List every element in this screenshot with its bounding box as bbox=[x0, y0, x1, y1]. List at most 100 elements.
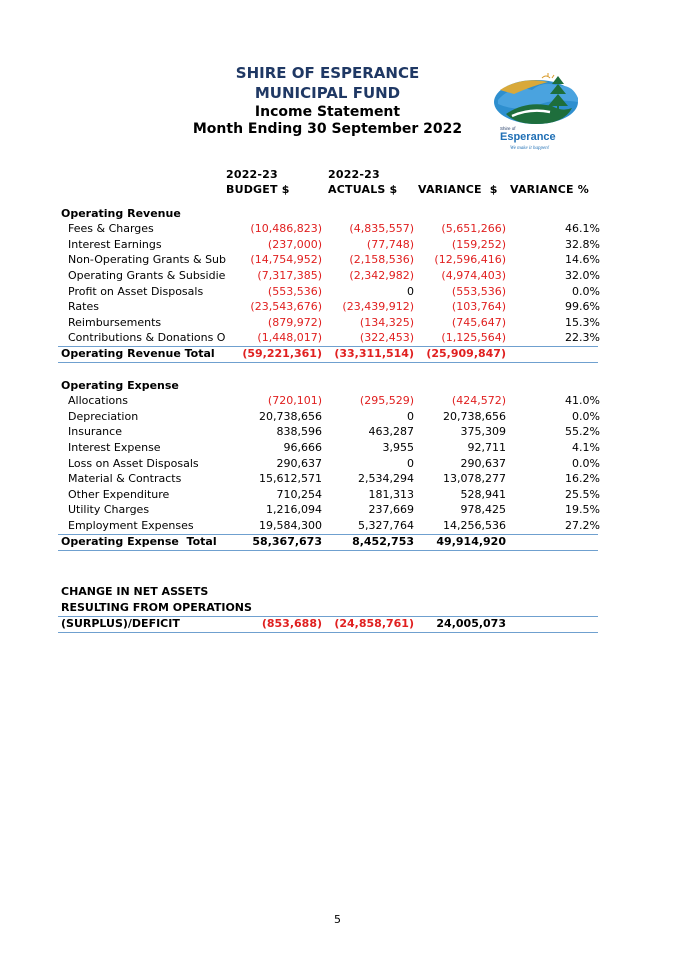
table-row: Interest Earnings (237,000) (77,748) (15… bbox=[60, 238, 600, 253]
revenue-total-row: Operating Revenue Total (59,221,361) (33… bbox=[60, 347, 600, 362]
row-label: Insurance bbox=[68, 425, 122, 438]
table-row: Allocations (720,101) (295,529) (424,572… bbox=[60, 394, 600, 409]
variance-cell: 375,309 bbox=[460, 425, 507, 438]
divider bbox=[58, 346, 598, 347]
actuals-cell: 181,313 bbox=[368, 488, 415, 501]
table-row: Material & Contracts 15,612,571 2,534,29… bbox=[60, 472, 600, 487]
actuals-cell: (2,158,536) bbox=[349, 253, 414, 266]
actuals-cell: (77,748) bbox=[366, 238, 414, 251]
variance-cell: (4,974,403) bbox=[441, 269, 506, 282]
row-label: Reimbursements bbox=[68, 316, 162, 329]
row-label: Profit on Asset Disposals bbox=[68, 285, 204, 298]
budget-year-header: 2022-23 bbox=[226, 168, 278, 181]
variance-pct-cell: 0.0% bbox=[572, 457, 600, 470]
shire-logo: Shire of Esperance We make it happen! bbox=[494, 73, 578, 151]
actuals-cell: (23,439,912) bbox=[342, 300, 414, 313]
budget-cell: (14,754,952) bbox=[250, 253, 322, 266]
variance-pct-cell: 41.0% bbox=[565, 394, 600, 407]
revenue-section-title: Operating Revenue bbox=[61, 207, 181, 220]
table-row: Reimbursements (879,972) (134,325) (745,… bbox=[60, 316, 600, 331]
row-label: Interest Earnings bbox=[68, 238, 162, 251]
actuals-cell: 463,287 bbox=[368, 425, 415, 438]
variance-pct-cell: 19.5% bbox=[565, 503, 600, 516]
variance-cell: (103,764) bbox=[451, 300, 506, 313]
budget-cell: (720,101) bbox=[267, 394, 322, 407]
table-row: Non-Operating Grants & Subsic (14,754,95… bbox=[60, 253, 600, 268]
table-row: Utility Charges 1,216,094 237,669 978,42… bbox=[60, 503, 600, 518]
actuals-cell: 0 bbox=[407, 285, 414, 298]
divider bbox=[58, 616, 598, 617]
logo-name: Esperance bbox=[500, 131, 556, 143]
row-label: Non-Operating Grants & Subsic bbox=[68, 253, 226, 266]
actuals-cell: 0 bbox=[407, 457, 414, 470]
actuals-cell: (134,325) bbox=[359, 316, 414, 329]
variance-pct-cell: 0.0% bbox=[572, 410, 600, 423]
table-row: Operating Grants & Subsidies (7,317,385)… bbox=[60, 269, 600, 284]
variance-cell: (5,651,266) bbox=[441, 222, 506, 235]
variance-pct-cell: 46.1% bbox=[565, 222, 600, 235]
variance-pct-cell: 99.6% bbox=[565, 300, 600, 313]
variance-cell: (745,647) bbox=[451, 316, 506, 329]
variance-cell: 290,637 bbox=[460, 457, 507, 470]
table-row: Profit on Asset Disposals (553,536) 0 (5… bbox=[60, 285, 600, 300]
budget-cell: (7,317,385) bbox=[257, 269, 322, 282]
variance-cell: (553,536) bbox=[451, 285, 506, 298]
table-row: Other Expenditure 710,254 181,313 528,94… bbox=[60, 488, 600, 503]
table-row: Interest Expense 96,666 3,955 92,711 4.1… bbox=[60, 441, 600, 456]
net-actuals: (24,858,761) bbox=[334, 617, 414, 630]
budget-cell: (879,972) bbox=[267, 316, 322, 329]
budget-total: (59,221,361) bbox=[242, 347, 322, 360]
variance-pct-cell: 16.2% bbox=[565, 472, 600, 485]
budget-cell: 15,612,571 bbox=[259, 472, 322, 485]
page-number: 5 bbox=[334, 913, 341, 926]
actuals-cell: (2,342,982) bbox=[349, 269, 414, 282]
period-title: Month Ending 30 September 2022 bbox=[192, 121, 463, 137]
divider bbox=[58, 632, 598, 633]
actuals-total: (33,311,514) bbox=[334, 347, 414, 360]
divider bbox=[58, 534, 598, 535]
logo-tagline: We make it happen! bbox=[510, 146, 550, 151]
variance-header: VARIANCE $ bbox=[418, 183, 498, 196]
variance-cell: 978,425 bbox=[460, 503, 507, 516]
budget-cell: (553,536) bbox=[267, 285, 322, 298]
actuals-cell: 0 bbox=[407, 410, 414, 423]
expense-total-row: Operating Expense Total 58,367,673 8,452… bbox=[60, 535, 600, 550]
variance-cell: 92,711 bbox=[467, 441, 507, 454]
budget-cell: 838,596 bbox=[276, 425, 323, 438]
variance-cell: 13,078,277 bbox=[443, 472, 506, 485]
row-label: Fees & Charges bbox=[68, 222, 154, 235]
variance-pct-cell: 22.3% bbox=[565, 331, 600, 344]
net-variance: 24,005,073 bbox=[436, 617, 506, 630]
budget-total: 58,367,673 bbox=[252, 535, 322, 548]
net-title-line1: CHANGE IN NET ASSETS bbox=[61, 585, 209, 598]
variance-pct-cell: 25.5% bbox=[565, 488, 600, 501]
variance-pct-cell: 32.8% bbox=[565, 238, 600, 251]
budget-cell: 290,637 bbox=[276, 457, 323, 470]
row-label: Contributions & Donations Ope bbox=[68, 331, 226, 344]
variance-cell: 14,256,536 bbox=[443, 519, 506, 532]
net-title-line2: RESULTING FROM OPERATIONS bbox=[61, 601, 252, 614]
variance-cell: 20,738,656 bbox=[443, 410, 506, 423]
actuals-cell: (322,453) bbox=[359, 331, 414, 344]
actuals-cell: 2,534,294 bbox=[358, 472, 414, 485]
row-label: Allocations bbox=[68, 394, 128, 407]
variance-pct-cell: 14.6% bbox=[565, 253, 600, 266]
budget-cell: 96,666 bbox=[283, 441, 323, 454]
variance-cell: 528,941 bbox=[460, 488, 507, 501]
row-label: Material & Contracts bbox=[68, 472, 182, 485]
budget-cell: (23,543,676) bbox=[250, 300, 322, 313]
budget-cell: 710,254 bbox=[276, 488, 323, 501]
variance-total: 49,914,920 bbox=[436, 535, 506, 548]
variance-pct-cell: 15.3% bbox=[565, 316, 600, 329]
actuals-cell: 237,669 bbox=[368, 503, 415, 516]
table-row: Employment Expenses 19,584,300 5,327,764… bbox=[60, 519, 600, 534]
budget-cell: 20,738,656 bbox=[259, 410, 322, 423]
row-label: Loss on Asset Disposals bbox=[68, 457, 199, 470]
variance-cell: (159,252) bbox=[451, 238, 506, 251]
table-row: Depreciation 20,738,656 0 20,738,656 0.0… bbox=[60, 410, 600, 425]
variance-cell: (424,572) bbox=[451, 394, 506, 407]
fund-title: MUNICIPAL FUND bbox=[254, 84, 401, 102]
row-label: Employment Expenses bbox=[68, 519, 194, 532]
table-row: Contributions & Donations Ope (1,448,017… bbox=[60, 331, 600, 346]
actuals-total: 8,452,753 bbox=[352, 535, 414, 548]
